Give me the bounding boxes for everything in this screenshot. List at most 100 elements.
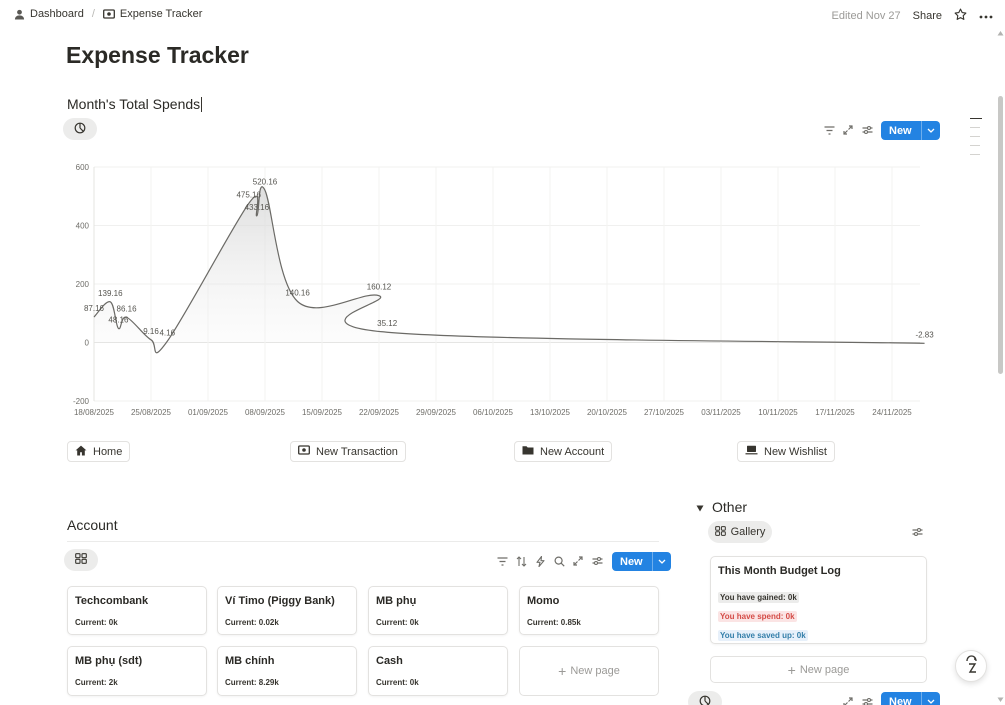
expand-icon[interactable]	[571, 554, 585, 568]
gained-tag: You have gained: 0k	[718, 592, 799, 603]
new-account-label: New Account	[540, 445, 605, 458]
filter-icon[interactable]	[495, 554, 509, 568]
spend-chart: 600 400 200 0 -200 18/08/2025 25/08/2025 01/09/…	[73, 163, 934, 417]
x-tick-label: 15/09/2025	[302, 408, 343, 417]
account-card[interactable]: Momo Current: 0.85k	[519, 586, 659, 635]
account-card-name: Ví Timo (Piggy Bank)	[225, 595, 335, 607]
assistant-button[interactable]	[955, 650, 987, 682]
lightning-icon[interactable]	[533, 554, 547, 568]
x-tick-label: 18/08/2025	[74, 408, 115, 417]
minimap-line	[970, 145, 980, 146]
account-new-label: New	[620, 555, 643, 568]
sort-icon[interactable]	[514, 554, 528, 568]
breadcrumb-dashboard[interactable]: Dashboard	[30, 8, 84, 20]
minimap-line	[970, 136, 980, 137]
gained-row: You have gained: 0k	[718, 587, 799, 605]
x-tick-label: 22/09/2025	[359, 408, 400, 417]
x-tick-label: 29/09/2025	[416, 408, 457, 417]
account-card-value: Current: 0.85k	[527, 618, 581, 627]
account-card-name: MB chính	[225, 655, 275, 667]
new-wishlist-button[interactable]: New Wishlist	[737, 441, 835, 462]
account-heading: Account	[67, 517, 118, 533]
button-divider	[920, 692, 922, 705]
gallery-label: Gallery	[730, 526, 766, 538]
account-card[interactable]: Cash Current: 0k	[368, 646, 508, 696]
x-tick-label: 27/10/2025	[644, 408, 685, 417]
outline-minimap[interactable]	[970, 118, 982, 163]
home-label: Home	[93, 445, 123, 458]
x-tick-label: 24/11/2025	[872, 408, 912, 417]
account-card[interactable]: MB phụ (sdt) Current: 2k	[67, 646, 207, 696]
triangle-down-icon[interactable]	[696, 499, 704, 515]
expand-icon[interactable]	[841, 695, 855, 705]
saved-row: You have saved up: 0k	[718, 625, 808, 643]
account-card-value: Current: 8.29k	[225, 678, 279, 687]
new-transaction-button[interactable]: New Transaction	[290, 441, 406, 462]
plus-icon: +	[558, 663, 567, 679]
account-card[interactable]: MB chính Current: 8.29k	[217, 646, 357, 696]
account-new-button[interactable]: New	[612, 552, 671, 571]
other-toggle[interactable]: Other	[696, 499, 747, 515]
minimap-line	[970, 118, 982, 119]
account-card-value: Current: 0k	[75, 618, 118, 627]
chevron-down-icon[interactable]	[922, 699, 940, 704]
expand-icon[interactable]	[841, 123, 855, 137]
other-new-page-button[interactable]: + New page	[710, 656, 927, 683]
account-card[interactable]: MB phụ Current: 0k	[368, 586, 508, 635]
breadcrumb-expense-tracker[interactable]: Expense Tracker	[119, 8, 203, 20]
new-page-label: New page	[799, 663, 850, 676]
breadcrumb: Dashboard / Expense Tracker	[14, 8, 202, 20]
other-gallery-tab[interactable]: Gallery	[708, 521, 772, 543]
x-tick-label: 10/11/2025	[758, 408, 798, 417]
settings-sliders-icon[interactable]	[860, 695, 874, 705]
new-account-button[interactable]: New Account	[514, 441, 613, 462]
scrollbar-track[interactable]	[996, 30, 1004, 705]
search-icon[interactable]	[552, 554, 566, 568]
account-new-page-button[interactable]: + New page	[519, 646, 659, 696]
text-caret	[201, 97, 203, 112]
account-card-name: MB phụ	[376, 595, 417, 607]
data-label: 139.16	[98, 289, 123, 298]
data-label: 35.12	[377, 319, 398, 328]
money-icon	[298, 445, 310, 458]
data-label: 140.16	[285, 289, 310, 298]
chevron-down-icon[interactable]	[922, 128, 940, 133]
data-label: -2.83	[915, 330, 934, 339]
chart-view-tab[interactable]	[688, 691, 722, 705]
minimap-line	[970, 127, 980, 128]
account-card[interactable]: Ví Timo (Piggy Bank) Current: 0.02k	[217, 586, 357, 635]
x-tick-label: 17/11/2025	[815, 408, 855, 417]
other-heading: Other	[712, 499, 748, 515]
chart-view-tab[interactable]	[63, 118, 97, 140]
star-icon[interactable]	[954, 8, 967, 24]
chart-new-button[interactable]: New	[881, 121, 940, 140]
data-label: 520.16	[253, 177, 278, 186]
filter-icon[interactable]	[822, 123, 836, 137]
chart-heading-text: Month's Total Spends	[67, 96, 201, 112]
data-label: 86.16	[117, 304, 138, 313]
edited-timestamp: Edited Nov 27	[831, 10, 901, 22]
account-card[interactable]: Techcombank Current: 0k	[67, 586, 207, 635]
bottom-new-button[interactable]: New	[881, 692, 940, 705]
x-tick-label: 25/08/2025	[131, 408, 172, 417]
settings-sliders-icon[interactable]	[910, 525, 924, 539]
chevron-down-icon[interactable]	[653, 559, 671, 564]
gallery-icon	[714, 525, 726, 539]
minimap-line	[970, 154, 980, 155]
account-card-value: Current: 0k	[376, 618, 419, 627]
scrollbar-thumb[interactable]	[998, 96, 1003, 374]
account-gallery-tab[interactable]	[64, 549, 98, 571]
chart-heading[interactable]: Month's Total Spends	[67, 96, 203, 112]
settings-sliders-icon[interactable]	[590, 554, 604, 568]
data-label: 9.16	[143, 327, 159, 336]
settings-sliders-icon[interactable]	[860, 123, 874, 137]
new-page-label: New page	[570, 665, 620, 677]
top-actions: Edited Nov 27 Share	[832, 8, 993, 24]
home-button[interactable]: Home	[67, 441, 131, 462]
data-label: 4.16	[159, 328, 175, 337]
more-icon[interactable]	[979, 10, 993, 22]
money-icon	[102, 9, 115, 19]
share-button[interactable]: Share	[912, 10, 942, 22]
budget-log-card[interactable]: This Month Budget Log You have gained: 0…	[710, 556, 927, 644]
plus-icon: +	[787, 661, 796, 678]
